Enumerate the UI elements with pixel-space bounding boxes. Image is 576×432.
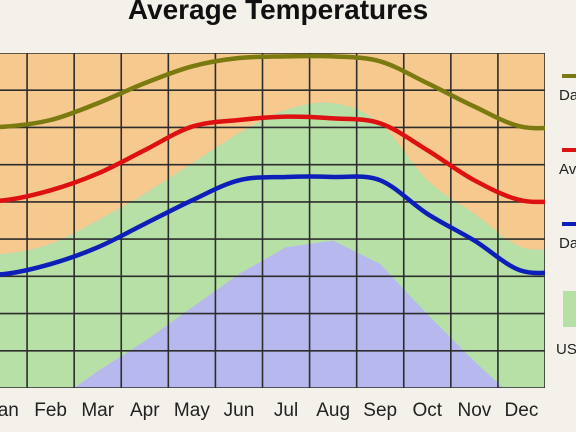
series-line-2 — [0, 174, 545, 277]
legend-label: Da — [559, 235, 576, 252]
x-tick-label: Jan — [0, 400, 19, 421]
x-tick-label: Apr — [130, 400, 160, 421]
legend-label: Da — [559, 87, 576, 104]
x-tick-label: Jun — [224, 400, 255, 421]
chart-title: Average Temperatures — [127, 0, 429, 25]
legend-swatch — [563, 291, 576, 327]
series-line-0 — [0, 53, 545, 131]
us-range-band — [0, 102, 545, 388]
plot-area — [0, 53, 545, 388]
legend: Da Av Da US — [556, 74, 576, 358]
x-tick-label: Dec — [505, 400, 539, 421]
upper-band — [0, 53, 545, 255]
grid — [0, 53, 545, 388]
x-tick-label: Mar — [81, 400, 114, 421]
x-tick-label: Nov — [457, 400, 491, 421]
x-tick-label: Sep — [363, 400, 397, 421]
x-tick-label: Jul — [274, 400, 298, 421]
x-tick-label: Oct — [413, 400, 443, 421]
legend-label: Av — [559, 161, 576, 178]
x-tick-label: Aug — [316, 400, 350, 421]
x-tick-label: May — [174, 400, 210, 421]
x-tick-label: Feb — [34, 400, 67, 421]
legend-label: US — [556, 341, 576, 358]
series-line-1 — [0, 114, 545, 205]
